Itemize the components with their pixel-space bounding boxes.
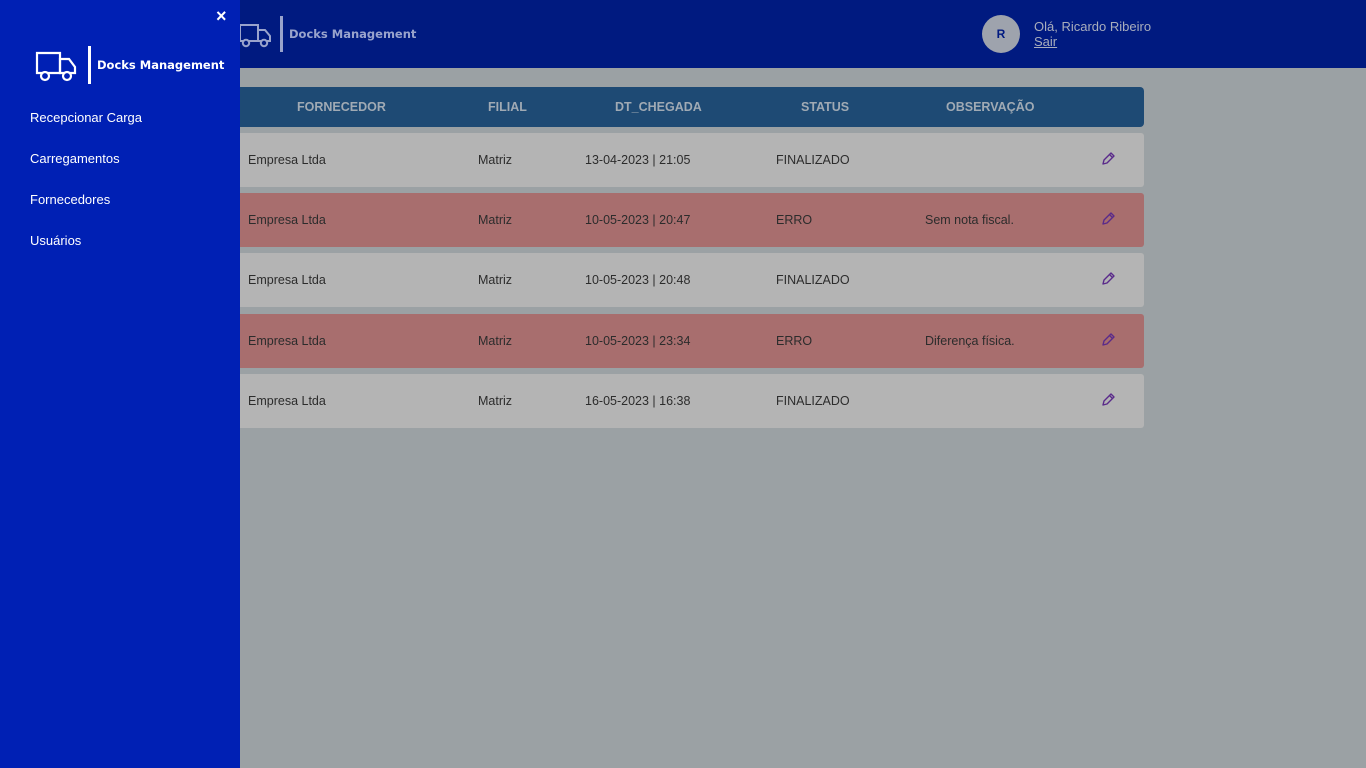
pencil-icon[interactable]	[1100, 392, 1116, 408]
user-greeting: Olá, Ricardo Ribeiro	[1034, 19, 1152, 34]
table-row: Empresa Ltda Matriz 10-05-2023 | 20:48 F…	[230, 253, 1144, 307]
cell-filial: Matriz	[478, 213, 513, 227]
cell-fornecedor: Empresa Ltda	[248, 273, 326, 287]
pencil-icon[interactable]	[1100, 271, 1116, 287]
cell-fornecedor: Empresa Ltda	[248, 394, 326, 408]
table-row: Empresa Ltda Matriz 10-05-2023 | 20:47 E…	[230, 193, 1144, 247]
cell-observacao: Diferença física.	[925, 334, 1015, 348]
cell-filial: Matriz	[478, 153, 513, 167]
sidebar: × Docks Management Recepcionar Carga Car…	[0, 0, 240, 768]
brand-text: Docks Management	[289, 27, 417, 41]
cell-status: FINALIZADO	[776, 153, 850, 167]
avatar[interactable]: R	[982, 15, 1020, 53]
pencil-icon[interactable]	[1100, 151, 1116, 167]
cell-status: FINALIZADO	[776, 273, 850, 287]
cell-dt-chegada: 13-04-2023 | 21:05	[585, 153, 691, 167]
user-area: R Olá, Ricardo Ribeiro Sair	[982, 15, 1151, 53]
column-header-dt-chegada[interactable]: DT_CHEGADA	[615, 100, 702, 114]
brand-divider	[88, 46, 91, 84]
brand-text: Docks Management	[97, 58, 225, 72]
sidebar-item-recepcionar-carga[interactable]: Recepcionar Carga	[30, 110, 143, 125]
cell-dt-chegada: 10-05-2023 | 23:34	[585, 334, 691, 348]
table-row: Empresa Ltda Matriz 10-05-2023 | 23:34 E…	[230, 314, 1144, 368]
pencil-icon[interactable]	[1100, 211, 1116, 227]
cell-filial: Matriz	[478, 273, 513, 287]
cell-filial: Matriz	[478, 394, 513, 408]
brand-divider	[280, 16, 283, 52]
sidebar-logo[interactable]: Docks Management	[34, 45, 224, 85]
column-header-filial[interactable]: FILIAL	[488, 100, 527, 114]
cell-status: ERRO	[776, 213, 813, 227]
sidebar-menu: Recepcionar Carga Carregamentos Forneced…	[30, 110, 142, 274]
cell-fornecedor: Empresa Ltda	[248, 334, 326, 348]
cell-dt-chegada: 10-05-2023 | 20:47	[585, 213, 691, 227]
cell-filial: Matriz	[478, 334, 513, 348]
cell-status: FINALIZADO	[776, 394, 850, 408]
logout-link[interactable]: Sair	[1034, 34, 1058, 49]
table-header: FORNECEDOR FILIAL DT_CHEGADA STATUS OBSE…	[230, 87, 1144, 127]
cell-dt-chegada: 10-05-2023 | 20:48	[585, 273, 691, 287]
column-header-observacao[interactable]: OBSERVAÇÃO	[946, 100, 1035, 114]
column-header-fornecedor[interactable]: FORNECEDOR	[297, 100, 386, 114]
header-logo[interactable]: Docks Management	[238, 16, 416, 52]
sidebar-item-usuarios[interactable]: Usuários	[30, 233, 82, 248]
column-header-status[interactable]: STATUS	[801, 100, 850, 114]
truck-icon	[35, 51, 77, 82]
cell-status: ERRO	[776, 334, 813, 348]
cell-dt-chegada: 16-05-2023 | 16:38	[585, 394, 691, 408]
table-row: Empresa Ltda Matriz 16-05-2023 | 16:38 F…	[230, 374, 1144, 428]
pencil-icon[interactable]	[1100, 332, 1116, 348]
sidebar-item-fornecedores[interactable]: Fornecedores	[30, 192, 111, 207]
cell-observacao: Sem nota fiscal.	[925, 213, 1014, 227]
truck-icon	[239, 24, 271, 48]
close-icon[interactable]: ×	[216, 6, 227, 26]
table-row: Empresa Ltda Matriz 13-04-2023 | 21:05 F…	[230, 133, 1144, 187]
sidebar-item-carregamentos[interactable]: Carregamentos	[30, 151, 120, 166]
cell-fornecedor: Empresa Ltda	[248, 213, 326, 227]
cell-fornecedor: Empresa Ltda	[248, 153, 326, 167]
